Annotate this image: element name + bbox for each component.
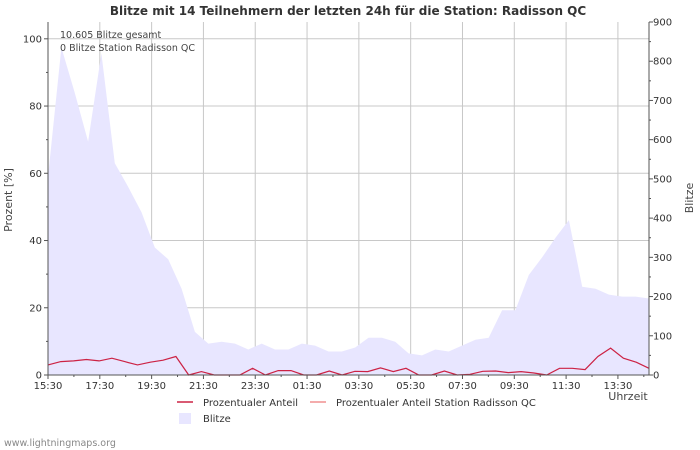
left-tick-label: 20	[29, 303, 42, 314]
chart-title: Blitze mit 14 Teilnehmern der letzten 24…	[110, 4, 587, 18]
legend-strikes-swatch	[179, 413, 191, 424]
x-tick-label: 15:30	[34, 381, 63, 392]
legend-station-label: Prozentualer Anteil Station Radisson QC	[336, 398, 536, 409]
x-tick-label: 17:30	[85, 381, 114, 392]
left-tick-label: 60	[29, 169, 42, 180]
right-axis-label: Blitze	[683, 183, 696, 214]
x-tick-label: 03:30	[344, 381, 373, 392]
left-axis-label: Prozent [%]	[2, 168, 15, 232]
right-tick-label: 100	[653, 331, 672, 342]
footer-website: www.lightningmaps.org	[4, 438, 116, 449]
left-tick-label: 40	[29, 236, 42, 247]
right-tick-label: 200	[653, 292, 672, 303]
x-tick-label: 21:30	[189, 381, 218, 392]
right-tick-label: 800	[653, 57, 672, 68]
x-tick-label: 07:30	[448, 381, 477, 392]
x-axis-label: Uhrzeit	[608, 390, 648, 403]
right-tick-label: 600	[653, 135, 672, 146]
x-tick-label: 13:30	[603, 381, 632, 392]
x-tick-label: 23:30	[241, 381, 270, 392]
legend-strikes-label: Blitze	[203, 414, 231, 425]
x-tick-label: 05:30	[396, 381, 425, 392]
right-tick-label: 300	[653, 253, 672, 264]
total-strikes-annotation: 10.605 Blitze gesamt	[60, 30, 162, 41]
x-tick-label: 11:30	[552, 381, 581, 392]
left-tick-label: 80	[29, 102, 42, 113]
right-tick-label: 0	[653, 371, 659, 382]
left-tick-label: 100	[23, 34, 42, 45]
x-tick-label: 01:30	[293, 381, 322, 392]
legend-percent-label: Prozentualer Anteil	[203, 398, 298, 409]
right-tick-label: 500	[653, 174, 672, 185]
station-strikes-annotation: 0 Blitze Station Radisson QC	[60, 43, 195, 54]
right-axis-ticks: 0 100 200 300 400 500 600 700 800 900	[649, 18, 672, 382]
x-axis-ticks: 15:30 17:30 19:30 21:30 23:30 01:30 03:30 05:30…	[34, 375, 645, 392]
x-tick-label: 19:30	[137, 381, 166, 392]
percent-line	[47, 347, 650, 376]
left-tick-label: 0	[36, 371, 42, 382]
right-tick-label: 400	[653, 214, 672, 225]
strikes-area	[48, 47, 649, 375]
right-tick-label: 700	[653, 96, 672, 107]
right-tick-label: 900	[653, 18, 672, 29]
left-axis-ticks: 0 20 40 60 80 100	[23, 34, 48, 382]
grid	[48, 22, 649, 375]
x-tick-label: 09:30	[500, 381, 529, 392]
legend: Prozentualer Anteil Prozentualer Anteil …	[177, 398, 536, 425]
